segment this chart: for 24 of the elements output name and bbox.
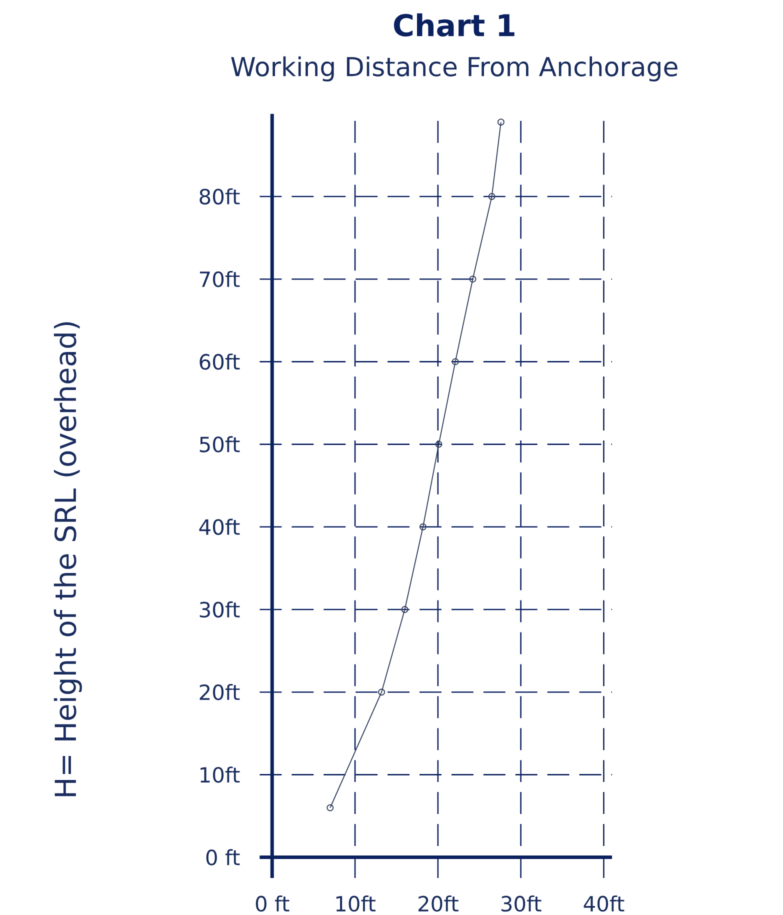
point [452,358,459,366]
y-tick-label: 10ft [200,766,240,783]
y-tick-label: 60ft [200,354,240,370]
point [401,606,408,613]
x-tick-label: 40ft [584,895,624,912]
x-tick-label: 30ft [501,895,542,912]
point [378,688,386,696]
y-tick-label: 70ft [200,270,240,288]
y-tick-label: 20ft [200,684,240,700]
y-axis-title: H= Height of the SRL (overhead) [54,322,82,796]
point [435,440,442,448]
chart-title: Chart 1 [394,13,514,37]
x-tick-label: 0 ft [256,895,290,912]
x-tick-label: 20ft [418,895,458,912]
y-tick-label: 30ft [200,601,240,618]
point [419,523,426,530]
y-tick-label: 50ft [200,436,240,452]
chart-subtitle: Working Distance From Anchorage [231,56,678,82]
point [488,192,496,200]
x-tick-label: 10ft [336,895,376,912]
y-tick-label: 40ft [199,518,240,536]
point [469,276,476,283]
y-tick-label: 0 ft [206,849,240,866]
y-tick-label: 80ft [200,188,240,205]
